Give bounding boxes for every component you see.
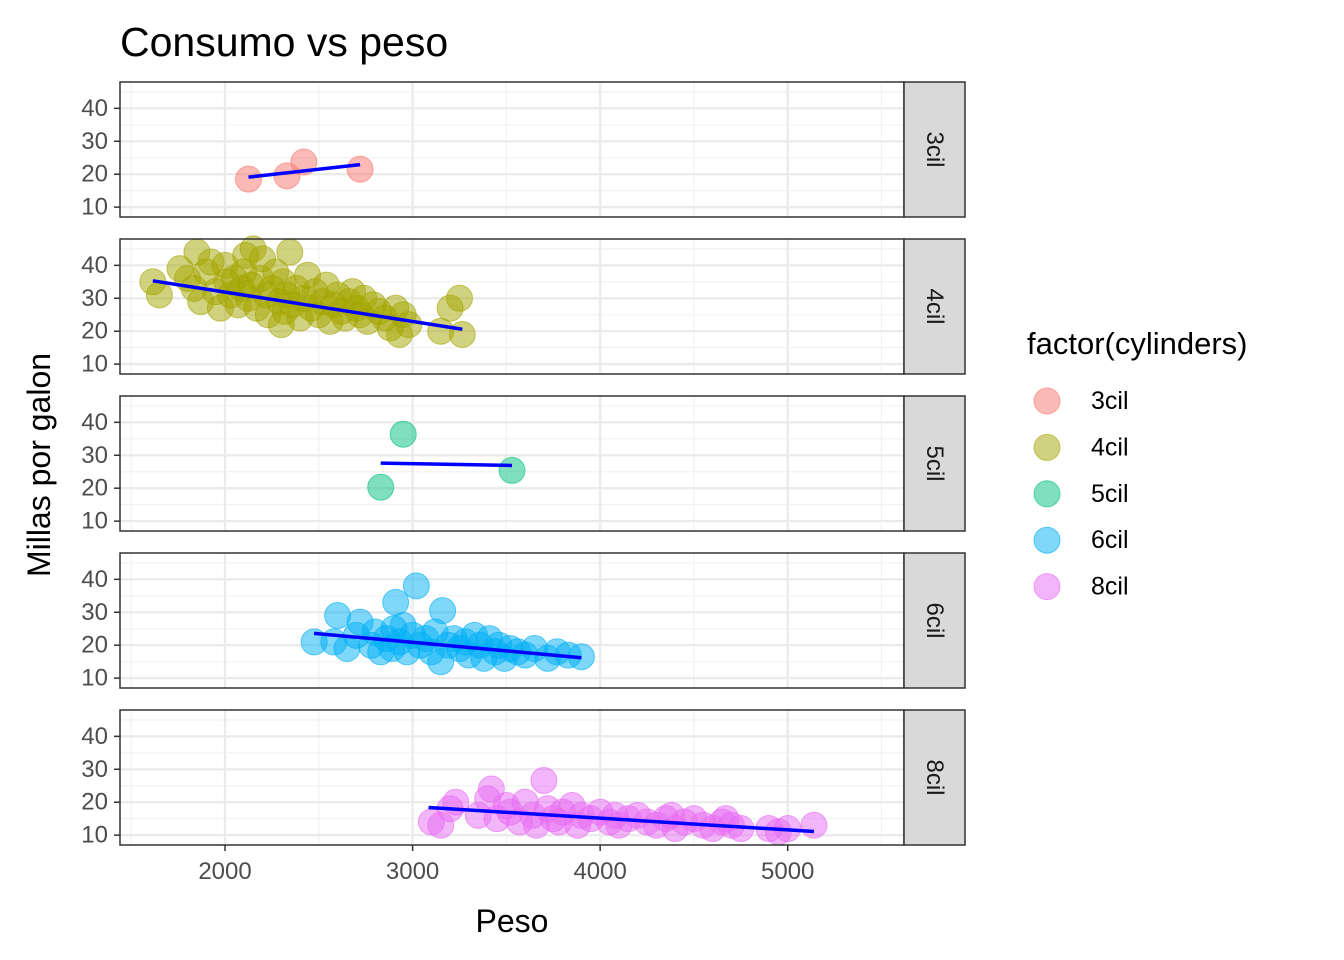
legend-label: 5cil: [1091, 480, 1129, 508]
panel-background: [120, 82, 904, 217]
facet-strip: [903, 552, 966, 689]
chart-title: Consumo vs peso: [120, 19, 448, 65]
legend-item-4cil: 4cil: [1033, 433, 1129, 461]
x-tick-label: 2000: [198, 858, 251, 885]
legend-key: [1033, 480, 1061, 508]
facet-strip: [903, 395, 966, 532]
facet-panels: 3cil102030404cil102030405cil102030406cil…: [81, 81, 966, 849]
trend-line: [152, 279, 463, 331]
data-point: [530, 766, 558, 794]
points-6cil: [300, 572, 595, 676]
legend-item-5cil: 5cil: [1033, 480, 1129, 508]
data-point: [402, 572, 430, 600]
data-point: [800, 811, 828, 839]
y-tick-label: 40: [81, 409, 108, 436]
data-point: [276, 238, 304, 266]
legend-label: 6cil: [1091, 526, 1129, 554]
y-tick-label: 20: [81, 475, 108, 502]
data-point: [367, 473, 395, 501]
y-tick-label: 40: [81, 566, 108, 593]
panel-6cil: 6cil 10 20 30 40: [81, 552, 966, 692]
x-axis-title: Peso: [476, 903, 549, 939]
x-axis: 2000 3000 4000 5000: [198, 845, 814, 885]
y-tick-label: 30: [81, 756, 108, 783]
legend-label: 4cil: [1091, 433, 1129, 461]
y-tick-label: 30: [81, 285, 108, 312]
facet-strip: [903, 238, 966, 375]
panel-5cil: 5cil 10 20 30 40: [81, 395, 966, 535]
legend-title: factor(cylinders): [1027, 326, 1248, 361]
facet-strip-label: 6cil: [921, 602, 948, 638]
x-tick-label: 5000: [761, 858, 814, 885]
y-tick-label: 10: [81, 194, 108, 221]
data-point: [395, 311, 423, 339]
y-tick-label: 30: [81, 128, 108, 155]
points-4cil: [139, 235, 476, 348]
facet-strip: [903, 81, 966, 218]
y-tick-label: 40: [81, 723, 108, 750]
y-tick-label: 10: [81, 508, 108, 535]
facet-strip: [903, 709, 966, 846]
data-point: [382, 588, 410, 616]
y-tick-label: 40: [81, 252, 108, 279]
legend-key: [1033, 433, 1061, 461]
facet-strip-label: 4cil: [921, 288, 948, 324]
y-tick-label: 30: [81, 599, 108, 626]
y-tick-label: 20: [81, 161, 108, 188]
x-tick-label: 3000: [386, 858, 439, 885]
panel-3cil: 3cil 10 20 30 40: [81, 81, 966, 221]
trend-line: [380, 461, 513, 468]
trend-line: [428, 805, 815, 834]
y-tick-label: 10: [81, 822, 108, 849]
y-tick-label: 20: [81, 789, 108, 816]
legend-item-6cil: 6cil: [1033, 526, 1129, 554]
x-tick-label: 4000: [573, 858, 626, 885]
legend-key: [1033, 387, 1061, 415]
legend-item-3cil: 3cil: [1033, 387, 1129, 415]
data-point: [429, 597, 457, 625]
data-point: [324, 602, 352, 630]
data-point: [498, 456, 526, 484]
legend: factor(cylinders) 3cil 4cil 5cil 6cil 8cil: [1027, 326, 1248, 601]
data-point: [145, 281, 173, 309]
y-tick-label: 40: [81, 95, 108, 122]
legend-key: [1033, 573, 1061, 601]
data-point: [445, 284, 473, 312]
legend-label: 3cil: [1091, 387, 1129, 415]
y-tick-label: 20: [81, 318, 108, 345]
legend-key: [1033, 526, 1061, 554]
data-point: [448, 320, 476, 348]
panel-8cil: 8cil 10 20 30 40: [81, 709, 966, 849]
y-tick-label: 10: [81, 351, 108, 378]
y-tick-label: 30: [81, 442, 108, 469]
y-axis-title: Millas por galon: [21, 353, 57, 577]
legend-item-8cil: 8cil: [1033, 573, 1129, 601]
data-point: [389, 420, 417, 448]
y-tick-label: 20: [81, 632, 108, 659]
data-point: [346, 155, 374, 183]
data-point: [234, 165, 262, 193]
legend-items: 3cil 4cil 5cil 6cil 8cil: [1033, 387, 1129, 601]
facet-strip-label: 3cil: [921, 131, 948, 167]
facet-strip-label: 5cil: [921, 445, 948, 481]
trend-line: [248, 162, 361, 179]
y-tick-label: 10: [81, 665, 108, 692]
panel-4cil: 4cil 10 20 30 40: [81, 235, 966, 378]
points-5cil: [367, 420, 526, 501]
legend-label: 8cil: [1091, 573, 1129, 601]
facet-strip-label: 8cil: [921, 759, 948, 795]
trend-line: [313, 631, 582, 660]
